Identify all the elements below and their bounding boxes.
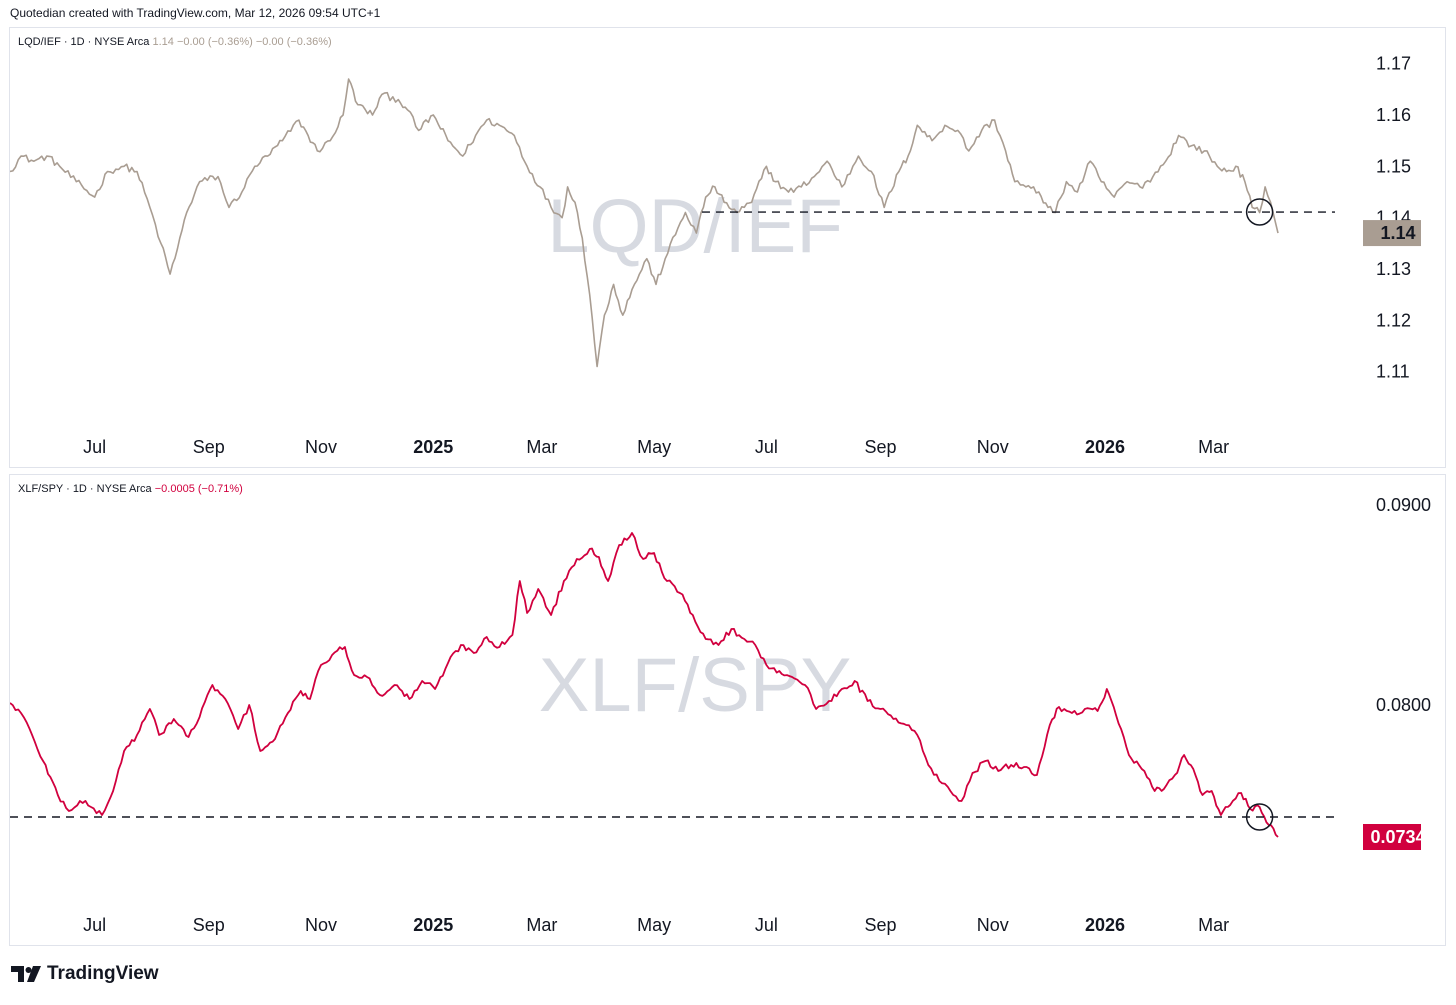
- x-tick-label: Jul: [83, 437, 106, 457]
- last-value-label-bg: [1363, 824, 1421, 850]
- tradingview-logo-text: TradingView: [47, 963, 159, 984]
- x-tick-label: 2026: [1085, 915, 1125, 935]
- x-tick-label: 2026: [1085, 437, 1125, 457]
- x-tick-label: 2025: [413, 437, 453, 457]
- tradingview-logo[interactable]: TradingView: [11, 963, 159, 985]
- x-tick-label: May: [637, 915, 671, 935]
- marker-circle: [1245, 198, 1274, 226]
- legend-symbol: LQD/IEF · 1D · NYSE Arca: [18, 36, 150, 48]
- series-line: [10, 78, 1279, 368]
- y-tick-label: 0.0800: [1376, 695, 1431, 715]
- legend-xlf-spy[interactable]: XLF/SPY · 1D · NYSE Arca −0.0005 (−0.71%…: [18, 483, 243, 495]
- x-tick-label: Jul: [755, 437, 778, 457]
- y-tick-label: 1.16: [1376, 105, 1411, 125]
- x-tick-label: Sep: [864, 915, 896, 935]
- tradingview-logo-icon: [11, 966, 41, 982]
- x-tick-label: Sep: [193, 437, 225, 457]
- watermark: LQD/IEF: [547, 184, 843, 269]
- y-tick-label: 1.12: [1376, 310, 1411, 330]
- x-tick-label: Nov: [305, 915, 337, 935]
- watermark: XLF/SPY: [539, 643, 852, 728]
- last-value-label-bg: [1363, 220, 1421, 247]
- chart-lqd-ief: LQD/IEF 1.17 1.16 1.15 1.14 1.13 1.12 1.11 Jul Se…: [10, 54, 1421, 457]
- chart-pane-lqd-ief[interactable]: LQD/IEF · 1D · NYSE Arca 1.14 −0.00 (−0.…: [9, 27, 1446, 468]
- legend-lqd-ief[interactable]: LQD/IEF · 1D · NYSE Arca 1.14 −0.00 (−0.…: [18, 36, 332, 48]
- y-tick-label: 1.17: [1376, 54, 1411, 74]
- series-line: [10, 532, 1279, 838]
- x-tick-label: Mar: [1198, 915, 1229, 935]
- legend-symbol: XLF/SPY · 1D · NYSE Arca: [18, 483, 152, 495]
- legend-values: −0.0005 (−0.71%): [154, 483, 243, 495]
- y-tick-label: 1.15: [1376, 156, 1411, 176]
- y-tick-label: 1.13: [1376, 259, 1411, 279]
- legend-values: 1.14 −0.00 (−0.36%) −0.00 (−0.36%): [152, 36, 332, 48]
- x-tick-label: Sep: [193, 915, 225, 935]
- x-tick-label: 2025: [413, 915, 453, 935]
- chart-credit: Quotedian created with TradingView.com, …: [10, 6, 381, 20]
- last-value-label: 0.0734: [1370, 827, 1425, 847]
- x-tick-label: Nov: [977, 915, 1009, 935]
- x-tick-label: Mar: [526, 915, 557, 935]
- x-tick-label: Sep: [864, 437, 896, 457]
- chart-xlf-spy: XLF/SPY 0.0900 0.0800 Jul Sep Nov 2025 Mar May Ju…: [10, 495, 1431, 935]
- x-tick-label: May: [637, 437, 671, 457]
- marker-circle: [1245, 803, 1274, 831]
- x-tick-label: Mar: [1198, 437, 1229, 457]
- chart-pane-xlf-spy[interactable]: XLF/SPY · 1D · NYSE Arca −0.0005 (−0.71%…: [9, 474, 1446, 946]
- x-tick-label: Nov: [977, 437, 1009, 457]
- y-tick-label: 1.11: [1376, 362, 1410, 382]
- x-tick-label: Nov: [305, 437, 337, 457]
- last-value-label: 1.14: [1380, 223, 1415, 243]
- x-tick-label: Jul: [83, 915, 106, 935]
- x-tick-label: Jul: [755, 915, 778, 935]
- y-tick-label: 0.0900: [1376, 495, 1431, 515]
- x-tick-label: Mar: [526, 437, 557, 457]
